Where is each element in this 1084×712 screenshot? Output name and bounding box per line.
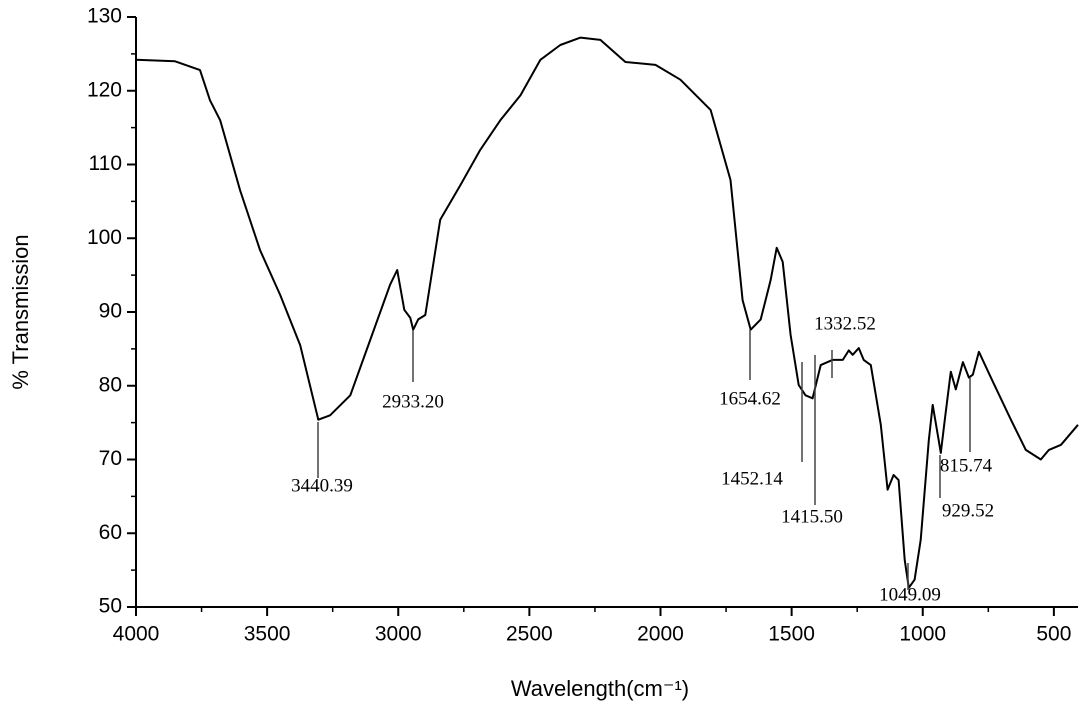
y-tick-label: 80 [99, 373, 122, 396]
y-tick-label: 50 [99, 595, 122, 618]
x-tick-label: 2000 [637, 623, 684, 646]
y-tick-label: 120 [87, 78, 122, 101]
spectrum-line [135, 36, 1079, 589]
y-tick-label: 110 [89, 152, 122, 175]
y-axis-title: % Transmission [8, 234, 33, 389]
peak-label: 1049.09 [879, 584, 941, 605]
peak-label: 3440.39 [291, 475, 353, 496]
x-tick-label: 1000 [899, 623, 946, 646]
peak-label: 1452.14 [721, 468, 783, 489]
y-tick-label: 70 [99, 447, 122, 470]
y-tick-label: 100 [87, 226, 122, 249]
y-tick-label: 130 [87, 5, 122, 28]
peak-label: 1332.52 [814, 313, 876, 334]
x-tick-label: 500 [1036, 623, 1071, 646]
x-tick-label: 2500 [506, 623, 553, 646]
x-tick-label: 3000 [375, 623, 422, 646]
peak-label: 929.52 [942, 500, 994, 521]
x-tick-label: 1500 [768, 623, 815, 646]
peak-label: 2933.20 [382, 391, 444, 412]
peak-label: 1654.62 [719, 388, 781, 409]
peak-label: 815.74 [940, 455, 993, 476]
y-tick-label: 60 [99, 521, 122, 544]
x-tick-label: 4000 [113, 623, 160, 646]
x-axis-title: Wavelength(cm⁻¹) [511, 676, 689, 701]
y-tick-label: 90 [99, 300, 122, 323]
x-tick-label: 3500 [244, 623, 291, 646]
peak-label: 1415.50 [781, 506, 843, 527]
